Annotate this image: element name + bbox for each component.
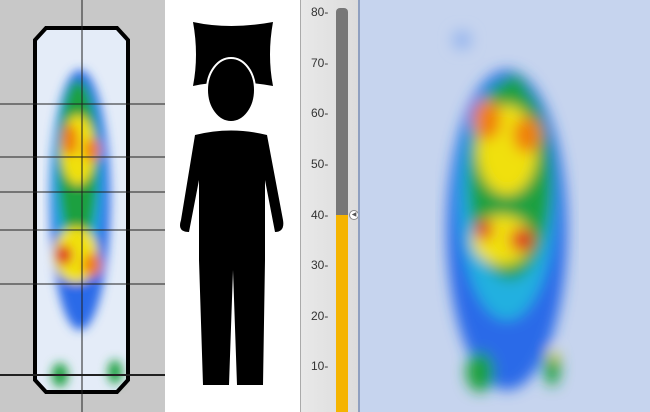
gauge-tick-label: 60- (311, 106, 329, 121)
gauge-tick-label: 20- (311, 308, 329, 323)
pressure-map-2d[interactable] (0, 0, 165, 412)
pressure-map-svg (0, 0, 165, 412)
pressure-scale-gauge[interactable]: 80- 70- 60- 50- 40- 30- 20- 10- (300, 0, 359, 412)
pressure-map-3d[interactable] (358, 0, 650, 412)
gauge-tick-label: 40- (311, 207, 329, 222)
body-position-panel (165, 0, 300, 412)
gauge-bar (336, 8, 348, 412)
grid-lines (0, 0, 165, 412)
gauge-tick-label: 10- (311, 359, 329, 374)
gauge-fill (336, 214, 348, 412)
gauge-tick-label: 50- (311, 157, 329, 171)
gauge-tick-label: 70- (311, 55, 329, 70)
pressure-map-3d-svg (447, 30, 567, 392)
gauge-tick-label: 30- (311, 258, 329, 273)
human-figure-icon (180, 22, 284, 385)
gauge-tick-label: 80- (311, 5, 329, 20)
